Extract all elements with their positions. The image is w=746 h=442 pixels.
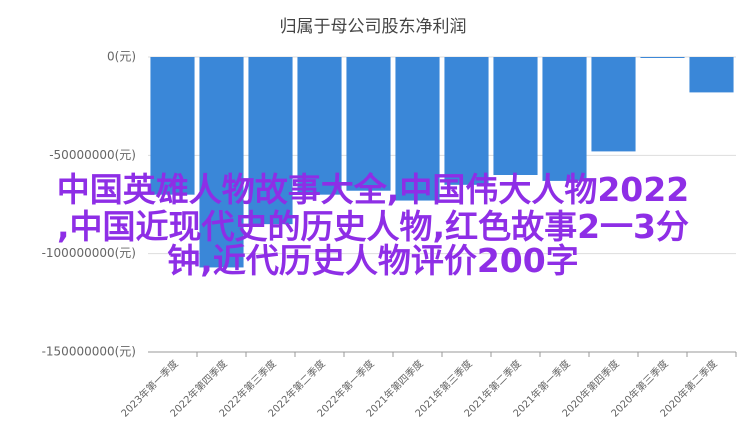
bar: [150, 57, 195, 195]
bar: [248, 57, 293, 225]
y-tick-label: -50000000(元): [49, 148, 136, 162]
bar: [640, 57, 685, 58]
bar: [346, 57, 391, 191]
overlay-line: 钟,近代历史人物评价200字: [167, 241, 579, 280]
bar: [542, 57, 587, 181]
bar: [591, 57, 636, 152]
bar: [689, 57, 734, 93]
bar: [395, 57, 440, 201]
bar: [297, 57, 342, 195]
y-tick-label: 0(元): [107, 50, 136, 64]
bar: [444, 57, 489, 185]
overlay-line: 中国英雄人物故事大全,中国伟大人物2022: [56, 170, 690, 209]
overlay-line: ,中国近现代史的历史人物,红色故事2一3分: [57, 207, 689, 246]
bar: [199, 57, 244, 268]
chart-title: 归属于母公司股东净利润: [280, 17, 467, 37]
y-tick-label: -150000000(元): [42, 345, 136, 359]
y-tick-label: -100000000(元): [42, 246, 136, 260]
bar: [493, 57, 538, 175]
